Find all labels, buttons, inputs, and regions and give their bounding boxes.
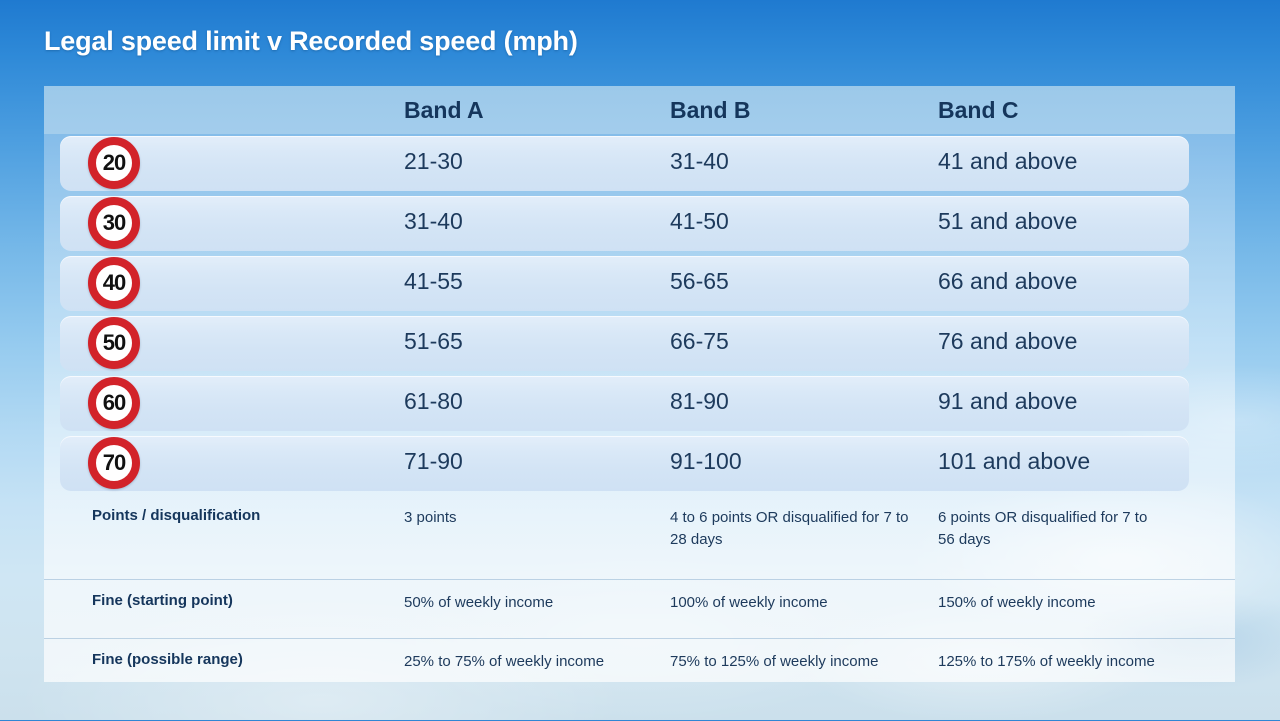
penalty-details-section: Points / disqualification 3 points 4 to … (44, 495, 1235, 721)
cell-band-b: 56-65 (670, 268, 729, 294)
column-header-band-c: Band C (938, 97, 1019, 123)
table-panel: Band A Band B Band C 20 21-30 31-40 41 a… (44, 86, 1235, 682)
speed-limit-sign-icon: 50 (88, 317, 140, 369)
cell-band-a: 51-65 (404, 328, 463, 354)
footer-row-points: Points / disqualification 3 points 4 to … (44, 495, 1235, 579)
cell-band-b: 81-90 (670, 388, 729, 414)
footer-cell-band-a: 50% of weekly income (404, 594, 554, 611)
row-background (60, 196, 1189, 251)
row-background (60, 376, 1189, 431)
speed-limit-value: 30 (102, 210, 127, 235)
table-header-row: Band A Band B Band C (44, 86, 1235, 134)
speed-limit-value: 50 (102, 330, 127, 355)
cell-band-c: 76 and above (938, 328, 1078, 354)
footer-row-fine-start: Fine (starting point) 50% of weekly inco… (44, 579, 1235, 638)
speed-limit-sign-icon: 40 (88, 257, 140, 309)
footer-row-label: Fine (starting point) (92, 592, 233, 609)
table-row: 20 21-30 31-40 41 and above (44, 134, 1235, 193)
speed-limit-sign-icon: 30 (88, 197, 140, 249)
footer-cell-band-c: 150% of weekly income (938, 594, 1096, 611)
cell-band-a: 61-80 (404, 388, 463, 414)
table-row: 40 41-55 56-65 66 and above (44, 254, 1235, 313)
table-row: 70 71-90 91-100 101 and above (44, 434, 1235, 493)
speed-limit-value: 60 (102, 390, 127, 415)
footer-row-label: Points / disqualification (92, 507, 261, 524)
footer-cell-band-b: 100% of weekly income (670, 594, 828, 611)
speed-limit-sign-icon: 60 (88, 377, 140, 429)
speed-limit-value: 40 (102, 270, 127, 295)
speed-limit-value: 20 (102, 150, 127, 175)
footer-cell-band-a: 3 points (404, 509, 457, 526)
column-header-band-a: Band A (404, 97, 484, 123)
speed-limit-rows: 20 21-30 31-40 41 and above 30 31-40 41-… (44, 134, 1235, 494)
cell-band-b: 31-40 (670, 148, 729, 174)
row-background (60, 316, 1189, 371)
cell-band-b: 66-75 (670, 328, 729, 354)
row-background (60, 136, 1189, 191)
footer-row-label: Fine (possible range) (92, 651, 243, 668)
footer-cell-band-b: 4 to 6 points OR disqualified for 7 to 2… (670, 509, 909, 548)
footer-row-fine-range: Fine (possible range) 25% to 75% of week… (44, 638, 1235, 721)
cell-band-a: 31-40 (404, 208, 463, 234)
footer-cell-band-c: 125% to 175% of weekly income (938, 653, 1155, 670)
cell-band-b: 91-100 (670, 448, 742, 474)
page-title: Legal speed limit v Recorded speed (mph) (44, 26, 578, 56)
footer-cell-band-a: 25% to 75% of weekly income (404, 653, 605, 670)
cell-band-a: 41-55 (404, 268, 463, 294)
row-background (60, 436, 1189, 491)
cell-band-c: 101 and above (938, 448, 1091, 474)
cell-band-a: 71-90 (404, 448, 463, 474)
column-header-band-b: Band B (670, 97, 751, 123)
table-row: 30 31-40 41-50 51 and above (44, 194, 1235, 253)
speed-limit-sign-icon: 20 (88, 137, 140, 189)
cell-band-c: 66 and above (938, 268, 1078, 294)
cell-band-a: 21-30 (404, 148, 463, 174)
cell-band-b: 41-50 (670, 208, 729, 234)
cell-band-c: 91 and above (938, 388, 1078, 414)
table-row: 60 61-80 81-90 91 and above (44, 374, 1235, 433)
cell-band-c: 41 and above (938, 148, 1078, 174)
table-row: 50 51-65 66-75 76 and above (44, 314, 1235, 373)
speed-limit-value: 70 (102, 450, 127, 475)
speed-limit-sign-icon: 70 (88, 437, 140, 489)
row-background (60, 256, 1189, 311)
cell-band-c: 51 and above (938, 208, 1078, 234)
footer-cell-band-c: 6 points OR disqualified for 7 to 56 day… (938, 509, 1148, 548)
footer-cell-band-b: 75% to 125% of weekly income (670, 653, 879, 670)
